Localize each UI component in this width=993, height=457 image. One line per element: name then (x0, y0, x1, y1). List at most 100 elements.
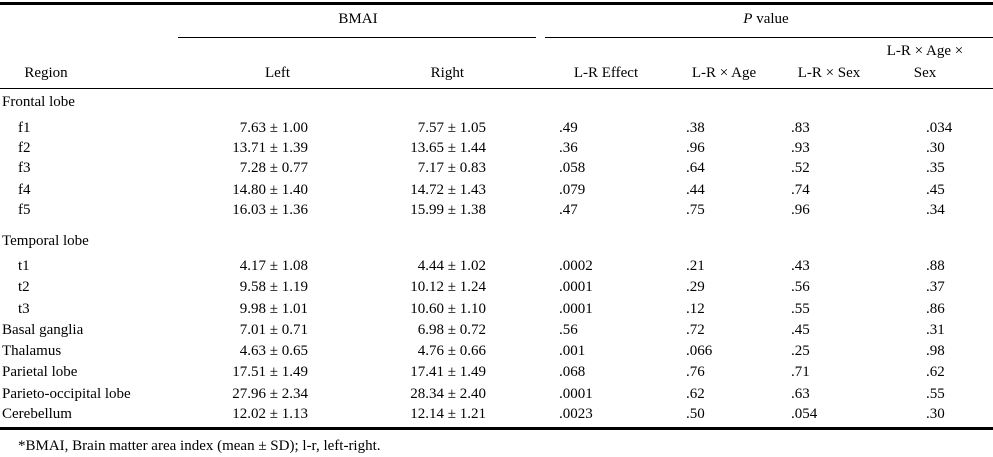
header-lr-effect: L-R Effect (573, 65, 639, 81)
cell-sex: .52 (791, 160, 810, 176)
bmai-span-rule (178, 37, 536, 38)
cell-label: Thalamus (2, 343, 62, 359)
cell-label: f1 (18, 120, 31, 136)
cell-eff: .56 (559, 322, 578, 338)
header-group-pvalue: P value (743, 10, 788, 28)
cell-left: 4.17 ± 1.08 (239, 258, 308, 274)
cell-eff: .36 (559, 140, 578, 156)
cell-label: t1 (18, 258, 30, 274)
cell-age: .96 (686, 140, 705, 156)
cell-agesex: .30 (926, 406, 945, 422)
cell-sex: .96 (791, 202, 810, 218)
cell-agesex: .31 (926, 322, 945, 338)
cell-age: .38 (686, 120, 705, 136)
cell-sex: .45 (791, 322, 810, 338)
cell-agesex: .35 (926, 160, 945, 176)
header-region: Region (24, 65, 68, 81)
cell-eff: .068 (559, 364, 586, 380)
cell-sex: .56 (791, 279, 810, 295)
cell-agesex: .88 (926, 258, 945, 274)
cell-sex: .71 (791, 364, 810, 380)
cell-sex: .25 (791, 343, 810, 359)
header-rule (0, 88, 993, 89)
cell-right: 4.76 ± 0.66 (417, 343, 486, 359)
cell-right: 6.98 ± 0.72 (417, 322, 486, 338)
cell-sex: .054 (791, 406, 818, 422)
cell-left: 16.03 ± 1.36 (232, 202, 308, 218)
cell-label: Frontal lobe (2, 94, 75, 110)
cell-age: .066 (686, 343, 713, 359)
cell-age: .44 (686, 182, 705, 198)
cell-agesex: .45 (926, 182, 945, 198)
cell-right: 4.44 ± 1.02 (417, 258, 486, 274)
cell-age: .76 (686, 364, 705, 380)
cell-left: 27.96 ± 2.34 (232, 386, 308, 402)
cell-agesex: .86 (926, 301, 945, 317)
cell-eff: .0002 (559, 258, 593, 274)
cell-left: 4.63 ± 0.65 (239, 343, 308, 359)
header-lr-sex: L-R × Sex (797, 65, 861, 81)
cell-left: 12.02 ± 1.13 (232, 406, 308, 422)
cell-right: 7.57 ± 1.05 (417, 120, 486, 136)
cell-left: 9.98 ± 1.01 (239, 301, 308, 317)
cell-right: 15.99 ± 1.38 (410, 202, 486, 218)
cell-left: 7.28 ± 0.77 (239, 160, 308, 176)
cell-age: .50 (686, 406, 705, 422)
cell-age: .75 (686, 202, 705, 218)
header-lr-age: L-R × Age (691, 65, 757, 81)
cell-eff: .058 (559, 160, 586, 176)
cell-sex: .93 (791, 140, 810, 156)
cell-agesex: .34 (926, 202, 945, 218)
cell-right: 7.17 ± 0.83 (417, 160, 486, 176)
cell-left: 9.58 ± 1.19 (239, 279, 308, 295)
cell-label: Basal ganglia (2, 322, 84, 338)
cell-right: 28.34 ± 2.40 (410, 386, 486, 402)
cell-agesex: .62 (926, 364, 945, 380)
cell-agesex: .98 (926, 343, 945, 359)
cell-agesex: .30 (926, 140, 945, 156)
cell-right: 17.41 ± 1.49 (410, 364, 486, 380)
cell-sex: .74 (791, 182, 810, 198)
cell-label: t3 (18, 301, 30, 317)
cell-sex: .83 (791, 120, 810, 136)
cell-label: Cerebellum (2, 406, 72, 422)
cell-age: .29 (686, 279, 705, 295)
cell-right: 14.72 ± 1.43 (410, 182, 486, 198)
footnote: *BMAI, Brain matter area index (mean ± S… (18, 438, 381, 454)
cell-sex: .43 (791, 258, 810, 274)
cell-age: .12 (686, 301, 705, 317)
cell-right: 10.60 ± 1.10 (410, 301, 486, 317)
cell-right: 12.14 ± 1.21 (410, 406, 486, 422)
cell-label: f2 (18, 140, 31, 156)
cell-agesex: .034 (926, 120, 953, 136)
cell-age: .62 (686, 386, 705, 402)
header-lr-age-sex: L-R × Age × Sex (855, 40, 993, 84)
header-lr-age-sex-line1: L-R × Age × (886, 43, 964, 59)
cell-right: 10.12 ± 1.24 (410, 279, 486, 295)
cell-label: f4 (18, 182, 31, 198)
header-right: Right (430, 65, 464, 81)
cell-sex: .63 (791, 386, 810, 402)
cell-sex: .55 (791, 301, 810, 317)
cell-left: 7.63 ± 1.00 (239, 120, 308, 136)
cell-agesex: .55 (926, 386, 945, 402)
cell-label: f5 (18, 202, 31, 218)
cell-agesex: .37 (926, 279, 945, 295)
top-rule (0, 2, 993, 5)
cell-label: t2 (18, 279, 30, 295)
cell-eff: .079 (559, 182, 586, 198)
cell-eff: .0001 (559, 301, 593, 317)
cell-left: 14.80 ± 1.40 (232, 182, 308, 198)
cell-label: Parietal lobe (2, 364, 78, 380)
header-left: Left (265, 65, 290, 81)
cell-eff: .001 (559, 343, 586, 359)
cell-age: .72 (686, 322, 705, 338)
cell-eff: .0023 (559, 406, 593, 422)
cell-eff: .49 (559, 120, 578, 136)
header-p-rest: value (756, 11, 789, 27)
pvalue-span-rule (545, 37, 993, 38)
cell-age: .21 (686, 258, 705, 274)
header-lr-age-sex-line2: Sex (913, 65, 937, 81)
cell-eff: .0001 (559, 279, 593, 295)
cell-label: Parieto-occipital lobe (2, 386, 131, 402)
